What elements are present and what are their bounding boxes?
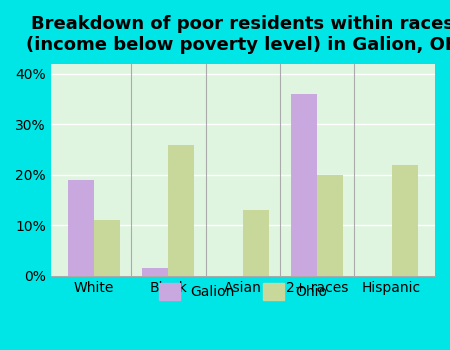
Bar [392,165,418,276]
Bar [168,145,194,276]
Legend: Galion, Ohio: Galion, Ohio [152,276,334,307]
Bar [317,175,343,276]
Bar [291,94,317,276]
Bar [68,180,94,276]
Title: Breakdown of poor residents within races
(income below poverty level) in Galion,: Breakdown of poor residents within races… [26,15,450,54]
Bar [243,210,269,276]
Bar [143,268,168,276]
Bar [94,220,120,276]
